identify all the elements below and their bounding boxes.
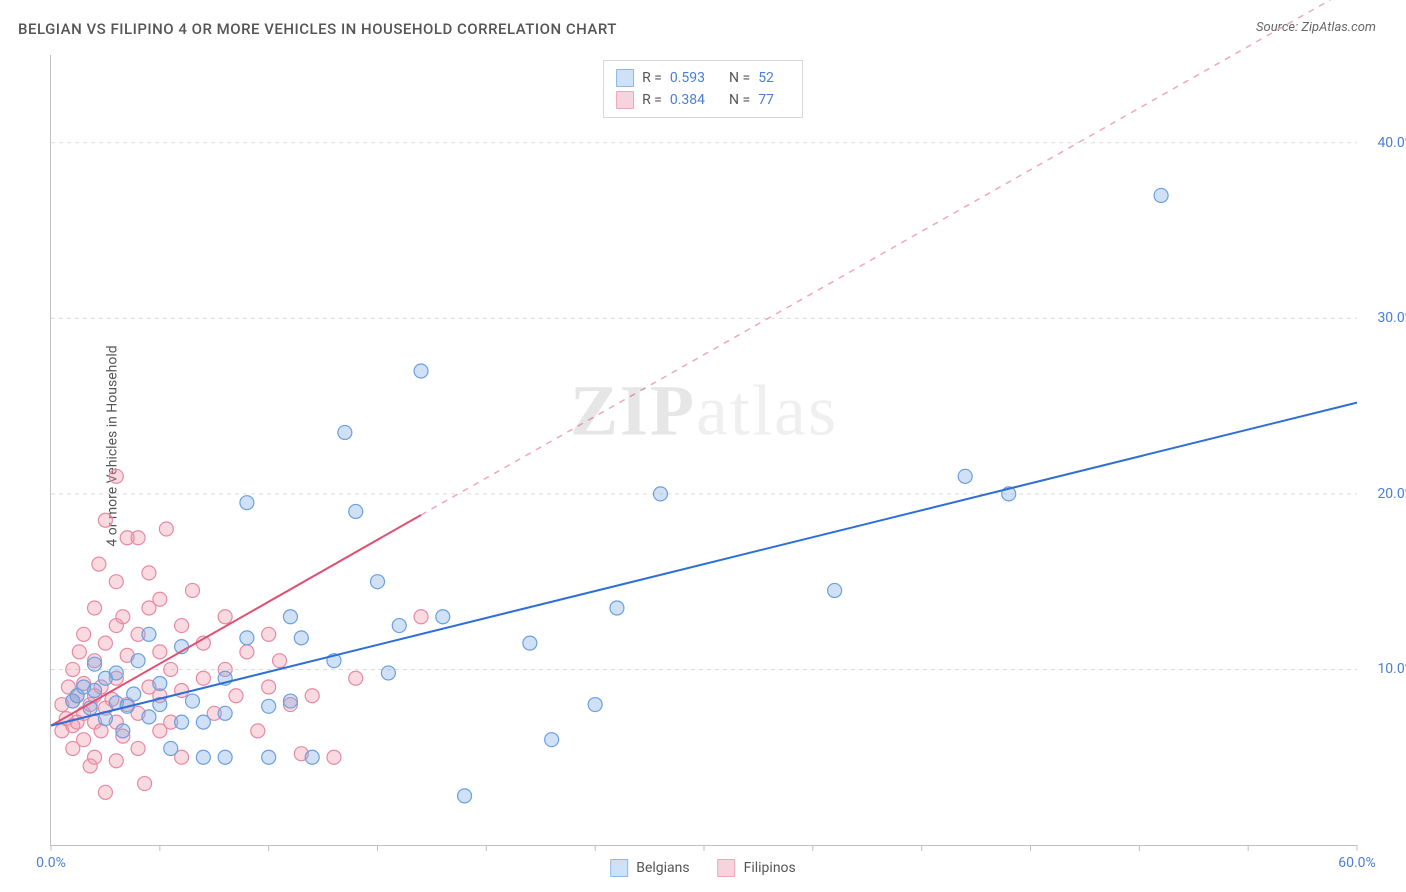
swatch-filipinos: [616, 91, 634, 109]
legend-row-filipinos: R = 0.384 N = 77: [616, 89, 790, 111]
y-tick-label: 40.0%: [1377, 135, 1406, 151]
y-tick-label: 30.0%: [1377, 310, 1406, 326]
legend-item-filipinos: Filipinos: [718, 859, 796, 877]
r-value-belgians: 0.593: [670, 70, 705, 86]
n-label: N =: [729, 92, 750, 108]
x-tick-label: 0.0%: [36, 855, 66, 871]
r-label: R =: [642, 70, 662, 86]
r-label: R =: [642, 92, 662, 108]
n-value-filipinos: 77: [758, 92, 774, 108]
r-value-filipinos: 0.384: [670, 92, 705, 108]
correlation-legend: R = 0.593 N = 52 R = 0.384 N = 77: [603, 60, 803, 118]
legend-row-belgians: R = 0.593 N = 52: [616, 67, 790, 89]
chart-area: ZIPatlas 10.0%20.0%30.0%40.0%0.0%60.0%: [50, 55, 1357, 846]
y-tick-label: 10.0%: [1377, 661, 1406, 677]
chart-title: BELGIAN VS FILIPINO 4 OR MORE VEHICLES I…: [18, 20, 617, 38]
plot-svg: [51, 55, 1357, 845]
series-legend: Belgians Filipinos: [610, 859, 796, 877]
swatch-belgians: [616, 69, 634, 87]
legend-label-filipinos: Filipinos: [744, 860, 796, 876]
legend-item-belgians: Belgians: [610, 859, 689, 877]
y-tick-label: 20.0%: [1377, 486, 1406, 502]
n-value-belgians: 52: [758, 70, 774, 86]
x-tick-label: 60.0%: [1338, 855, 1376, 871]
legend-label-belgians: Belgians: [636, 860, 689, 876]
n-label: N =: [729, 70, 750, 86]
swatch-belgians: [610, 859, 628, 877]
swatch-filipinos: [718, 859, 736, 877]
source-label: Source: ZipAtlas.com: [1256, 20, 1376, 35]
